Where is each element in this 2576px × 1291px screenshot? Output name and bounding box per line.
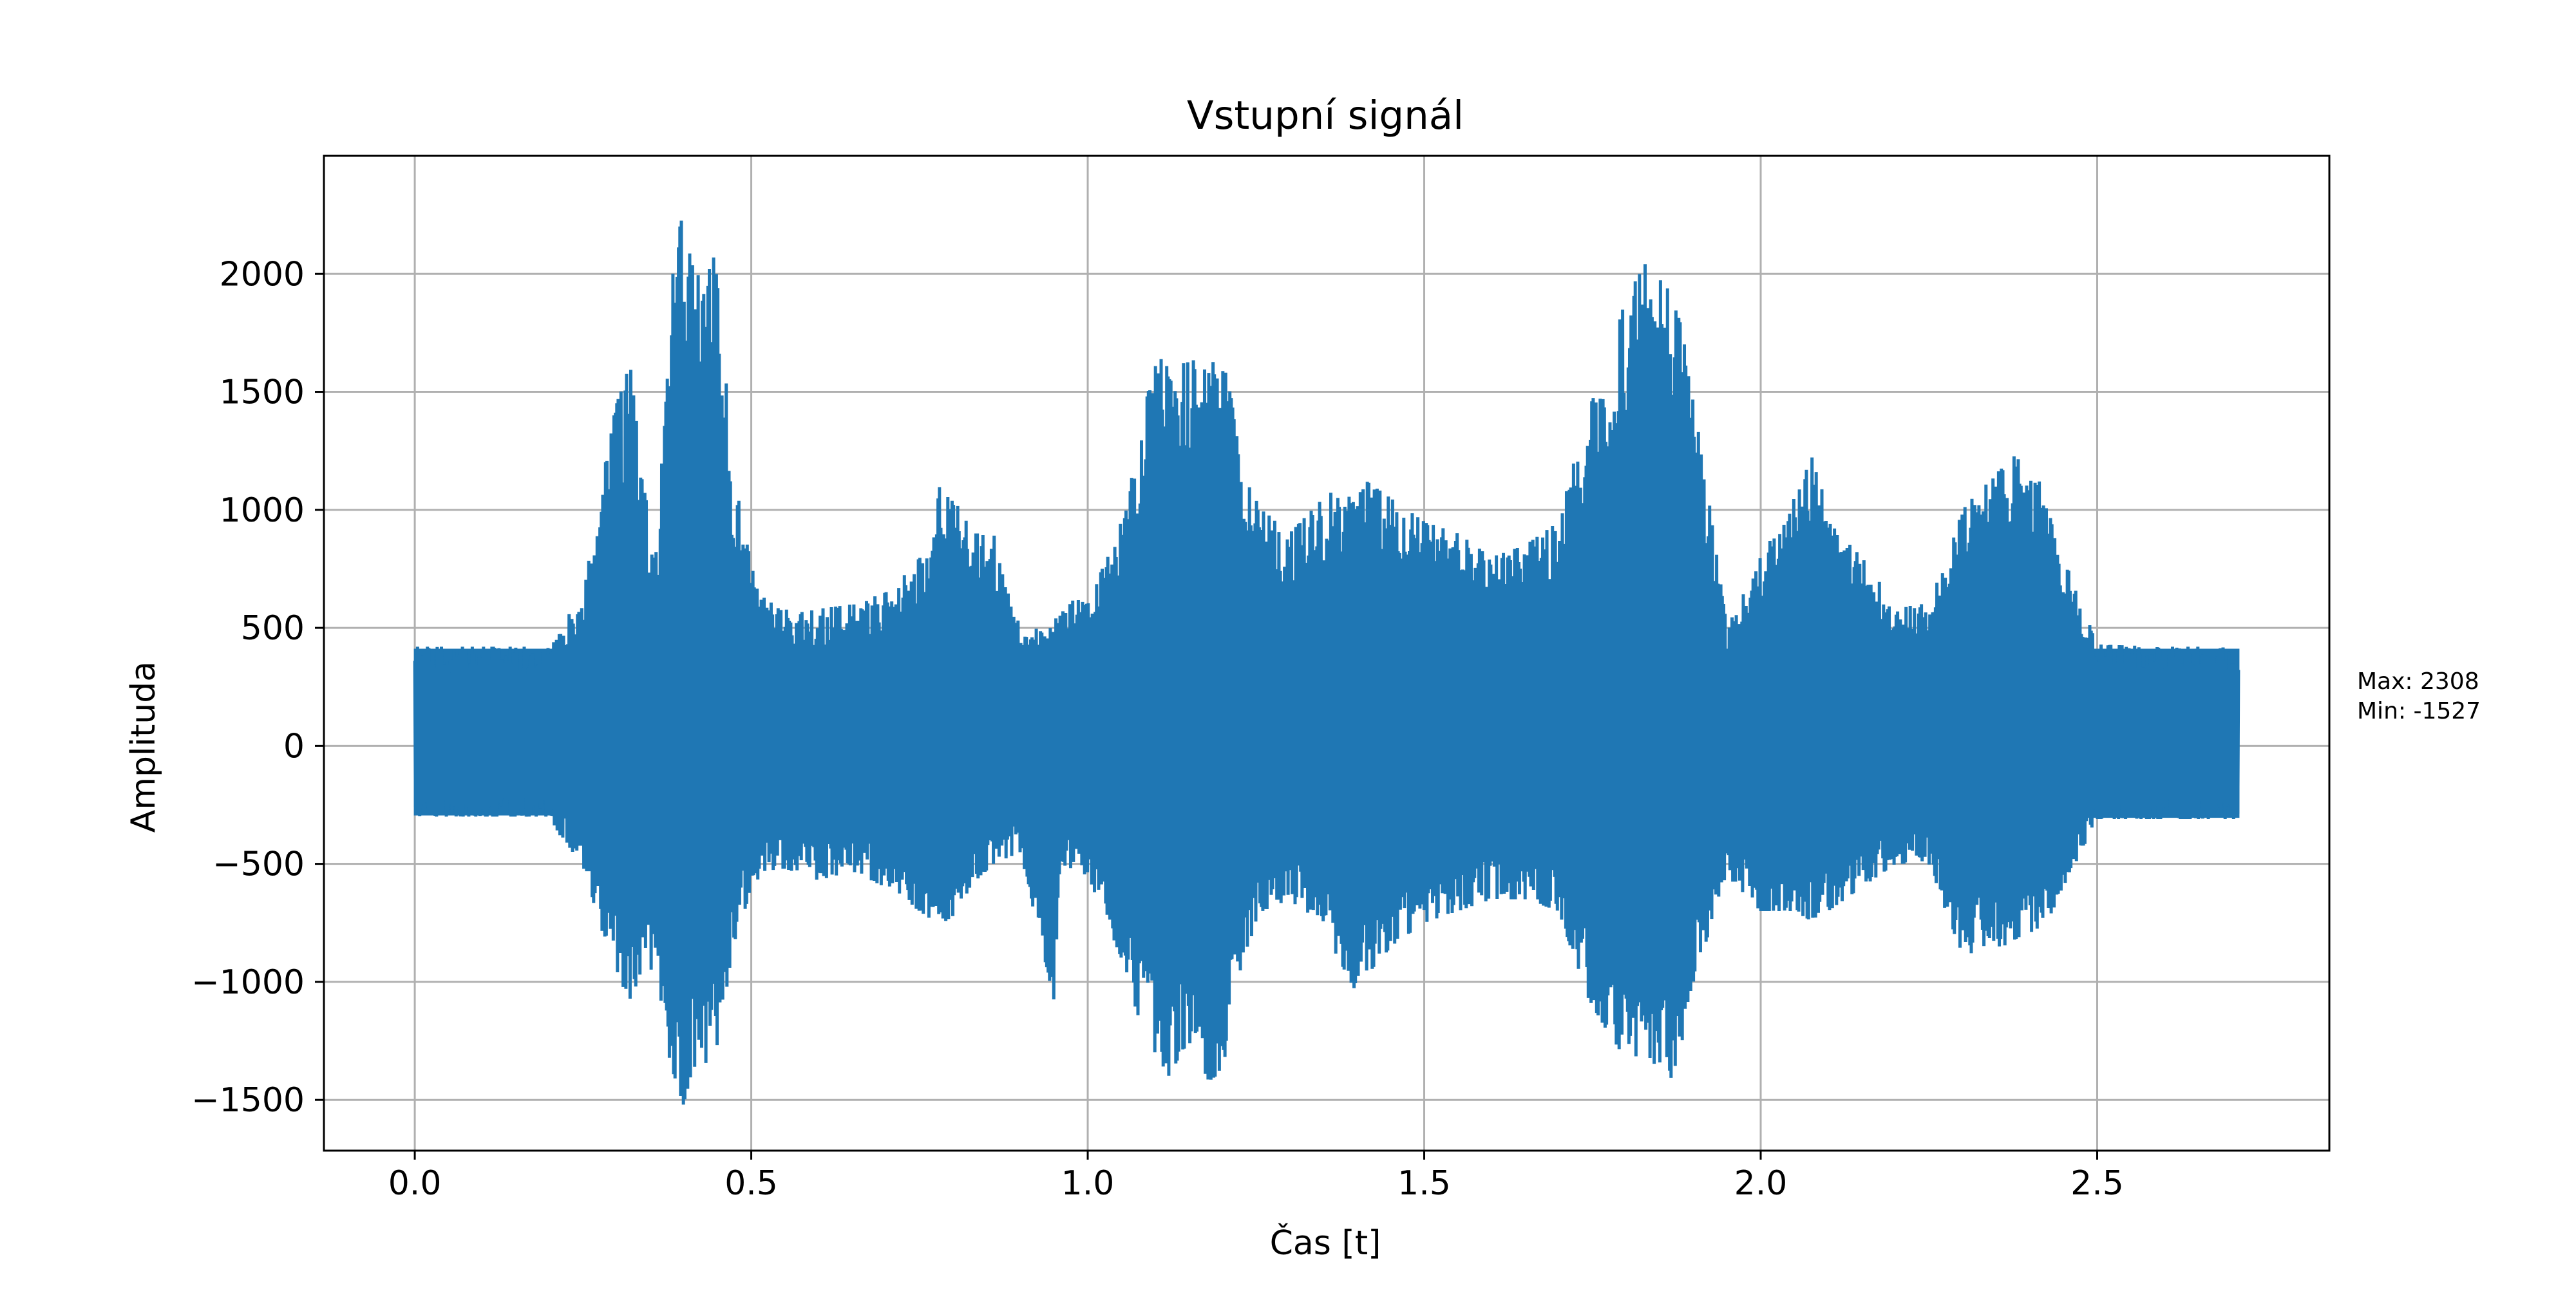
signal-line bbox=[413, 220, 2240, 1105]
x-axis-label: Čas [t] bbox=[1270, 1223, 1381, 1263]
y-tick-label: −500 bbox=[213, 845, 305, 884]
plot-frame bbox=[323, 155, 2331, 1152]
max-annotation: Max: 2308 bbox=[2357, 668, 2479, 695]
chart-title: Vstupní signál bbox=[1187, 93, 1464, 138]
y-tick-label: −1500 bbox=[191, 1081, 305, 1120]
x-tick-label: 2.0 bbox=[1734, 1164, 1788, 1203]
y-tick-label: 2000 bbox=[220, 255, 305, 294]
y-tick-label: 1500 bbox=[220, 373, 305, 412]
min-annotation: Min: -1527 bbox=[2357, 698, 2481, 724]
y-tick-label: 1000 bbox=[220, 491, 305, 530]
x-tick-label: 2.5 bbox=[2070, 1164, 2124, 1203]
y-tick-label: 500 bbox=[241, 609, 305, 648]
x-tick-label: 1.5 bbox=[1397, 1164, 1451, 1203]
signal-series bbox=[413, 220, 2240, 1105]
y-axis-label: Amplituda bbox=[124, 661, 163, 833]
x-tick-label: 0.5 bbox=[724, 1164, 778, 1203]
x-tick-label: 0.0 bbox=[388, 1164, 442, 1203]
y-tick-label: 0 bbox=[283, 727, 305, 766]
y-tick-label: −1000 bbox=[191, 963, 305, 1002]
x-tick-label: 1.0 bbox=[1061, 1164, 1115, 1203]
axis-ticks: 0.0 0.5 1.0 1.5 2.0 2.5 −1500 −1000 −500 0 500 1000… bbox=[191, 255, 2124, 1203]
